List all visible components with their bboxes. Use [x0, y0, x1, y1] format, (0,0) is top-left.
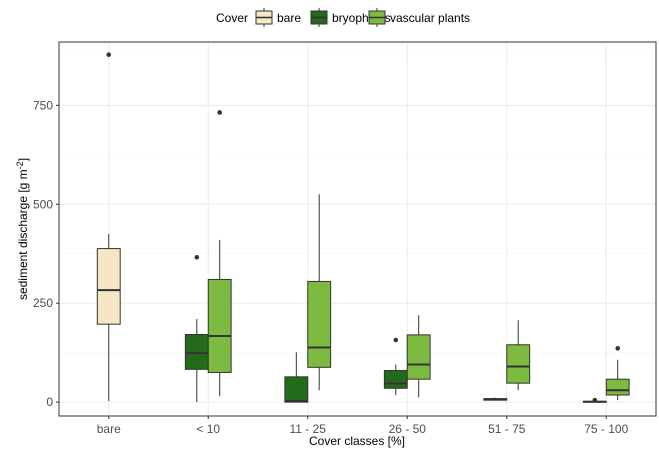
box-iqr [605, 378, 630, 396]
legend-item-bare: bare [255, 8, 301, 27]
y-tick-label: 750 [33, 98, 53, 112]
x-axis: bare < 10 11 - 25 26 - 50 51 - 75 75 - 100 [97, 416, 629, 436]
outlier-point [217, 110, 222, 115]
box-vascular-plants-11-25 [307, 194, 332, 391]
box-bare-bare [96, 52, 121, 401]
box-vascular-plants-75-100 [605, 346, 630, 401]
box-bryophytes-51-75 [483, 397, 508, 401]
legend-title: Cover [216, 11, 248, 25]
legend-item-vascular-plants: vascular plants [368, 8, 470, 27]
y-tick-label: 250 [33, 296, 53, 310]
box-iqr [307, 280, 332, 368]
panel-border [58, 41, 657, 417]
legend-label: vascular plants [390, 11, 470, 25]
box-bryophytes-11-25 [284, 352, 309, 403]
box-iqr [184, 333, 209, 370]
y-axis-title-sup: -2 [15, 161, 25, 169]
y-tick-label: 500 [33, 197, 53, 211]
x-tick-label: bare [97, 422, 121, 436]
box-layer [96, 52, 630, 403]
box-bryophytes-75-100 [582, 397, 607, 403]
box-vascular-plants--10 [207, 110, 232, 397]
y-axis-title-end: ] [16, 158, 30, 161]
legend: Cover bare bryophytes vascular plants [216, 8, 470, 27]
box-vascular-plants-26-50 [406, 315, 431, 398]
outlier-point [194, 254, 200, 260]
outlier-point [393, 337, 399, 343]
x-tick-label: 51 - 75 [488, 422, 526, 436]
outlier-point [615, 346, 620, 351]
y-axis-title: sediment discharge [g m-2] [15, 158, 30, 300]
x-tick-label: 75 - 100 [584, 422, 628, 436]
box-iqr [506, 344, 531, 384]
box-iqr [96, 248, 121, 325]
x-tick-label: 26 - 50 [389, 422, 427, 436]
y-axis: 0 250 500 750 [33, 98, 59, 409]
x-axis-title: Cover classes [%] [309, 434, 405, 448]
box-iqr [406, 334, 431, 380]
legend-label: bare [277, 11, 301, 25]
outlier-point [592, 397, 598, 403]
y-tick-label: 0 [46, 395, 53, 409]
box-iqr [383, 369, 408, 389]
box-iqr [284, 376, 309, 403]
box-vascular-plants-51-75 [506, 320, 531, 391]
box-iqr [207, 278, 232, 373]
x-tick-label: 11 - 25 [290, 422, 327, 436]
y-axis-title-main: sediment discharge [g m [16, 169, 30, 300]
x-tick-label: < 10 [196, 422, 220, 436]
outlier-point [106, 52, 112, 57]
